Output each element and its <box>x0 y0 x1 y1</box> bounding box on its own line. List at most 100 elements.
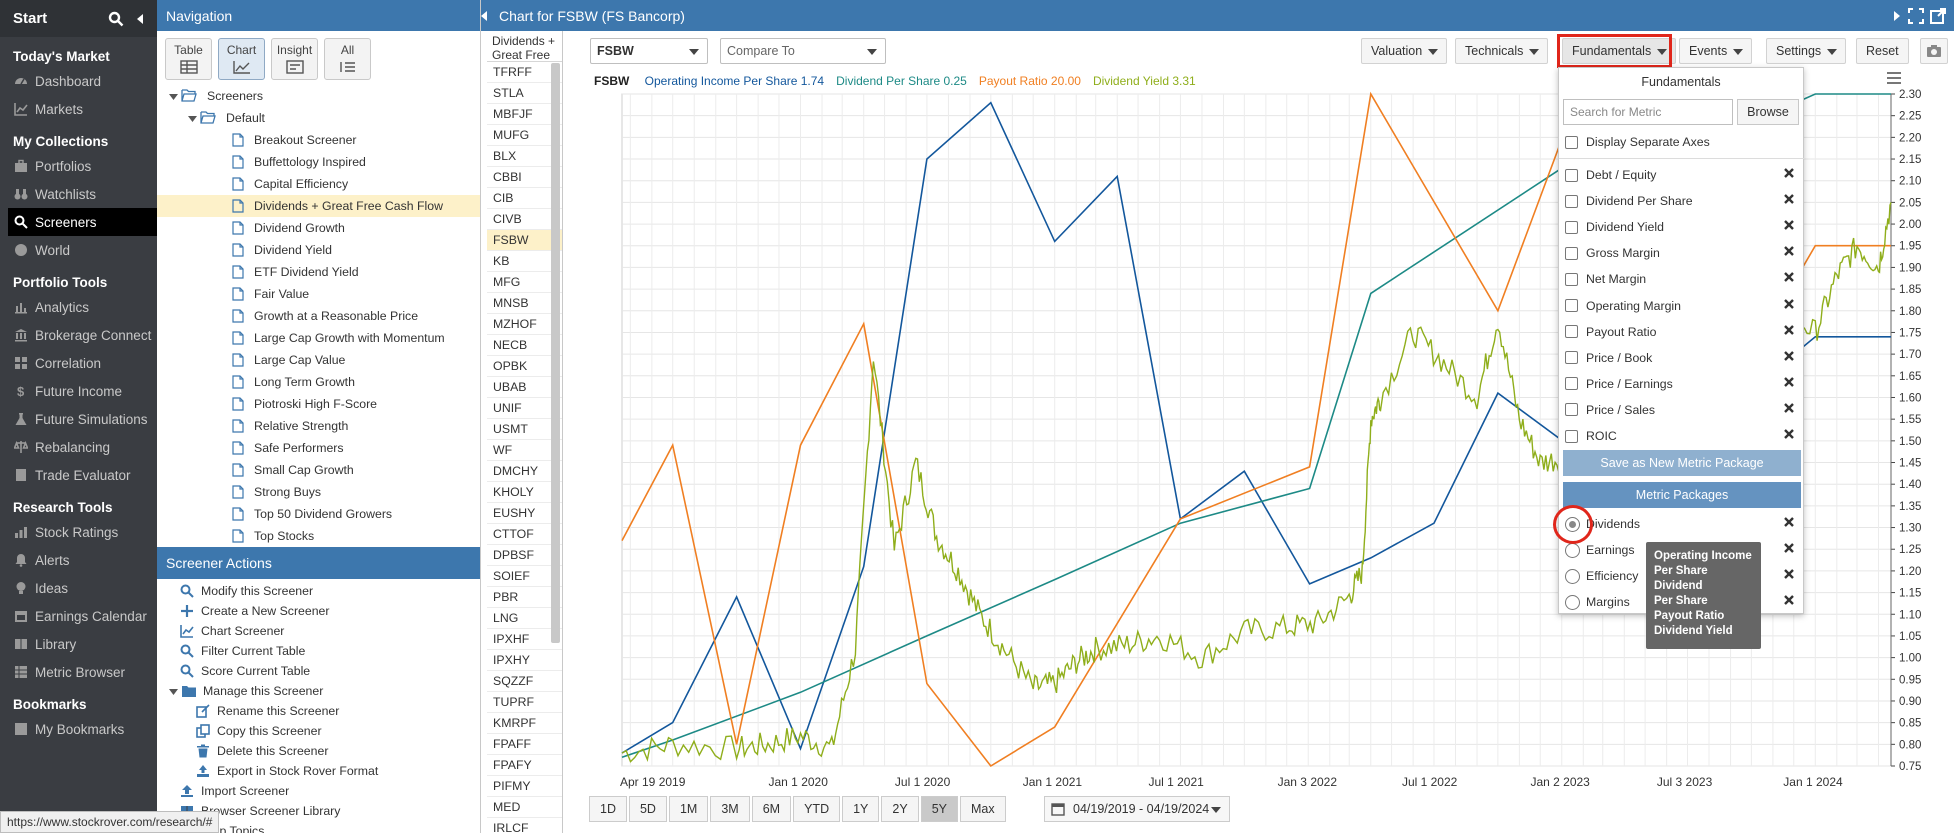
ticker-item[interactable]: NECB <box>487 335 562 356</box>
screener-item[interactable]: Large Cap Value <box>157 349 480 371</box>
ticker-item[interactable]: MUFG <box>487 125 562 146</box>
nav-item-library[interactable]: Library <box>0 630 157 658</box>
ticker-item[interactable]: SQZZF <box>487 671 562 692</box>
checkbox[interactable] <box>1565 403 1578 417</box>
nav-item-screeners[interactable]: Screeners <box>8 208 157 236</box>
screener-item[interactable]: Top 50 Dividend Growers <box>157 503 480 525</box>
chevron-down-icon[interactable] <box>167 90 179 102</box>
popout-icon[interactable] <box>1930 7 1946 24</box>
metric-row-operating-margin[interactable]: Operating Margin <box>1565 296 1799 316</box>
ticker-item[interactable]: MBFJF <box>487 104 562 125</box>
collapse-left-icon[interactable] <box>131 10 149 28</box>
screener-item[interactable]: Dividend Yield <box>157 239 480 261</box>
range-button-3m[interactable]: 3M <box>710 796 750 822</box>
ticker-item[interactable]: UNIF <box>487 398 562 419</box>
screener-item[interactable]: Breakout Screener <box>157 129 480 151</box>
valuation-button[interactable]: Valuation <box>1361 38 1448 64</box>
action-manage-this-screener[interactable]: Manage this Screener <box>157 681 480 701</box>
ticker-item[interactable]: KB <box>487 251 562 272</box>
nav-item-rebalancing[interactable]: Rebalancing <box>0 433 157 461</box>
nav-item-ideas[interactable]: Ideas <box>0 574 157 602</box>
legend-item[interactable]: Dividend Per Share 0.25 <box>836 74 967 88</box>
range-button-5y[interactable]: 5Y <box>920 796 958 822</box>
legend-item[interactable]: Operating Income Per Share 1.74 <box>644 74 825 88</box>
range-button-1d[interactable]: 1D <box>589 796 627 822</box>
nav-item-correlation[interactable]: Correlation <box>0 349 157 377</box>
action-delete-this-screener[interactable]: Delete this Screener <box>157 741 480 761</box>
legend-item[interactable]: Payout Ratio 20.00 <box>978 74 1081 88</box>
ticker-item[interactable]: KMRPF <box>487 713 562 734</box>
screener-item[interactable]: Buffettology Inspired <box>157 151 480 173</box>
ticker-item[interactable]: OPBK <box>487 356 562 377</box>
nav-item-analytics[interactable]: Analytics <box>0 293 157 321</box>
screener-item[interactable]: Long Term Growth <box>157 371 480 393</box>
close-icon[interactable] <box>1783 167 1797 181</box>
close-icon[interactable] <box>1783 219 1797 233</box>
ticker-item[interactable]: IPXHY <box>487 650 562 671</box>
close-icon[interactable] <box>1783 428 1797 442</box>
range-button-5d[interactable]: 5D <box>628 796 667 822</box>
browse-button[interactable]: Browse <box>1737 99 1799 125</box>
metric-row-gross-margin[interactable]: Gross Margin <box>1565 243 1799 263</box>
checkbox[interactable] <box>1565 429 1578 443</box>
checkbox[interactable] <box>1565 194 1578 208</box>
action-import-screener[interactable]: Import Screener <box>157 781 480 801</box>
save-metric-package-button[interactable]: Save as New Metric Package <box>1563 450 1801 476</box>
reset-button[interactable]: Reset <box>1856 38 1909 64</box>
ticker-item[interactable]: WF <box>487 440 562 461</box>
action-filter-current-table[interactable]: Filter Current Table <box>157 641 480 661</box>
range-button-1y[interactable]: 1Y <box>842 796 880 822</box>
screener-item[interactable]: Relative Strength <box>157 415 480 437</box>
ticker-item[interactable]: IRLCF <box>487 818 562 833</box>
nav-item-future-income[interactable]: $ Future Income <box>0 377 157 405</box>
screener-item[interactable]: Small Cap Growth <box>157 459 480 481</box>
ticker-item[interactable]: MZHOF <box>487 314 562 335</box>
fullscreen-icon[interactable] <box>1908 7 1924 24</box>
metric-row-debt-equity[interactable]: Debt / Equity <box>1565 165 1799 185</box>
ticker-item[interactable]: TFRFF <box>487 62 562 83</box>
nav-item-portfolios[interactable]: Portfolios <box>0 152 157 180</box>
nav-item-markets[interactable]: Markets <box>0 95 157 123</box>
nav-item-trade-evaluator[interactable]: Trade Evaluator <box>0 461 157 489</box>
ticker-item[interactable]: FSBW <box>487 230 562 251</box>
close-icon[interactable] <box>1783 402 1797 416</box>
screener-item[interactable]: Top Stocks <box>157 525 480 547</box>
technicals-button[interactable]: Technicals <box>1455 38 1549 64</box>
screener-item[interactable]: Growth at a Reasonable Price <box>157 305 480 327</box>
checkbox[interactable] <box>1565 220 1578 234</box>
close-icon[interactable] <box>1783 594 1797 608</box>
nav-item-alerts[interactable]: Alerts <box>0 546 157 574</box>
action-rename-this-screener[interactable]: Rename this Screener <box>157 701 480 721</box>
ticker-item[interactable]: CIB <box>487 188 562 209</box>
ticker-item[interactable]: MNSB <box>487 293 562 314</box>
close-icon[interactable] <box>1783 542 1797 556</box>
action-create-a-new-screener[interactable]: Create a New Screener <box>157 601 480 621</box>
metric-row-dividend-yield[interactable]: Dividend Yield <box>1565 217 1799 237</box>
close-icon[interactable] <box>1783 568 1797 582</box>
tree-root[interactable]: Screeners <box>157 85 480 107</box>
range-button-2y[interactable]: 2Y <box>881 796 919 822</box>
ticker-item[interactable]: PBR <box>487 587 562 608</box>
package-row-earnings[interactable]: Earnings <box>1565 540 1799 560</box>
nav-item-stock-ratings[interactable]: Stock Ratings <box>0 518 157 546</box>
screener-item[interactable]: Large Cap Growth with Momentum <box>157 327 480 349</box>
screener-item[interactable]: Dividends + Great Free Cash Flow <box>157 195 480 217</box>
radio-button[interactable] <box>1565 594 1580 610</box>
checkbox[interactable] <box>1565 135 1578 149</box>
ticker-item[interactable]: CBBI <box>487 167 562 188</box>
start-label[interactable]: Start <box>13 10 48 27</box>
metric-row-price-sales[interactable]: Price / Sales <box>1565 400 1799 420</box>
ticker-item[interactable]: CIVB <box>487 209 562 230</box>
ticker-item[interactable]: KHOLY <box>487 482 562 503</box>
ticker-item[interactable]: BLX <box>487 146 562 167</box>
close-icon[interactable] <box>1783 324 1797 338</box>
ticker-combo[interactable]: FSBW <box>590 38 708 64</box>
tab-all[interactable]: All <box>324 38 371 80</box>
package-row-dividends[interactable]: Dividends <box>1565 514 1799 534</box>
close-icon[interactable] <box>1783 271 1797 285</box>
range-button-max[interactable]: Max <box>959 796 1006 822</box>
ticker-item[interactable]: EUSHY <box>487 503 562 524</box>
range-button-1m[interactable]: 1M <box>668 796 709 822</box>
package-row-margins[interactable]: Margins <box>1565 592 1799 612</box>
metric-row-payout-ratio[interactable]: Payout Ratio <box>1565 322 1799 342</box>
